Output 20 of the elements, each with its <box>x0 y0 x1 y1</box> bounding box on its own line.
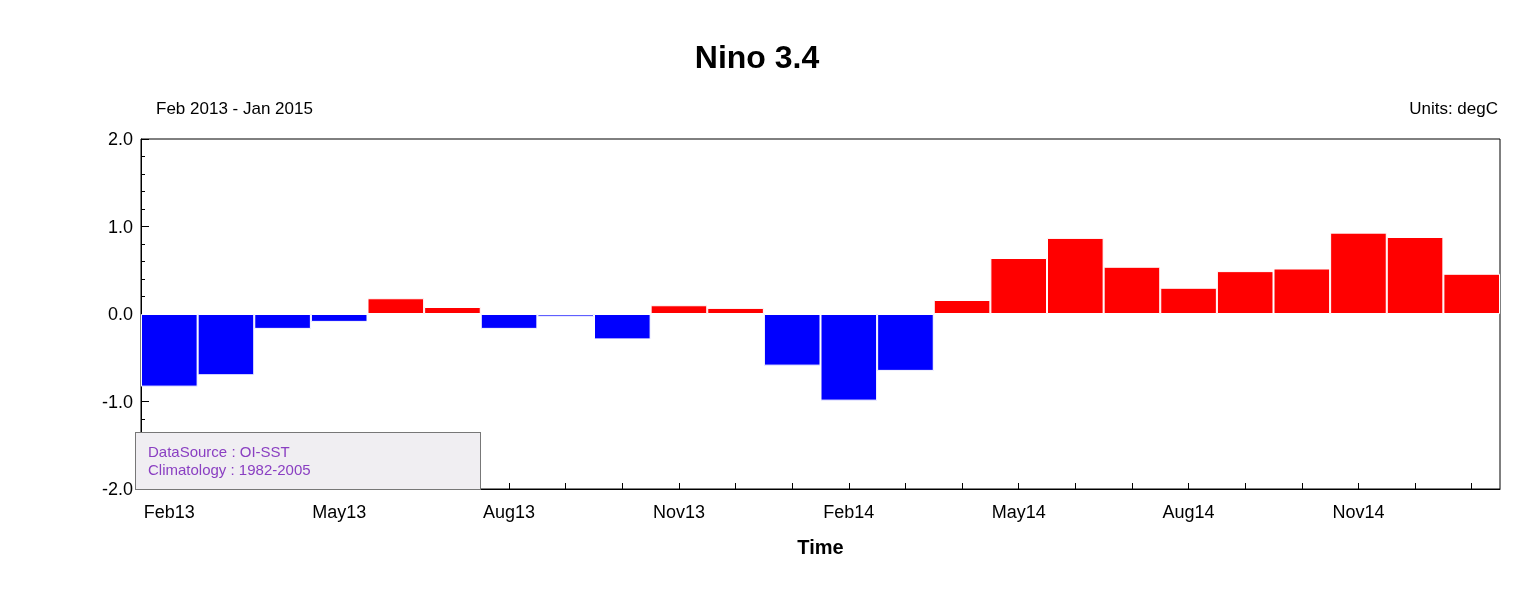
chart-title: Nino 3.4 <box>694 39 820 75</box>
x-tick-label: Aug13 <box>483 502 536 522</box>
y-tick-label: -1.0 <box>101 391 133 412</box>
info-box: DataSource : OI-SST Climatology : 1982-2005 <box>135 432 481 490</box>
x-tick-label: Nov13 <box>652 502 705 522</box>
y-tick-label: 1.0 <box>107 216 133 237</box>
x-tick-label: Aug14 <box>1162 502 1215 522</box>
annotation: Climatology : 1982-2005 <box>148 461 312 479</box>
annotation: DataSource : OI-SST <box>148 443 291 461</box>
x-tick-label: Nov14 <box>1332 502 1385 522</box>
x-tick-label: May13 <box>312 502 367 522</box>
x-axis-title: Time <box>797 536 844 558</box>
x-tick-label: May14 <box>991 502 1046 522</box>
y-tick-label: -2.0 <box>101 479 133 499</box>
text: Units: degC <box>1409 99 1499 118</box>
x-tick-label: Feb13 <box>143 502 195 522</box>
y-tick-label: 0.0 <box>107 304 133 324</box>
y-tick-label: 2.0 <box>107 129 133 149</box>
x-tick-label: Feb14 <box>823 502 875 522</box>
text: Feb 2013 - Jan 2015 <box>156 99 313 118</box>
